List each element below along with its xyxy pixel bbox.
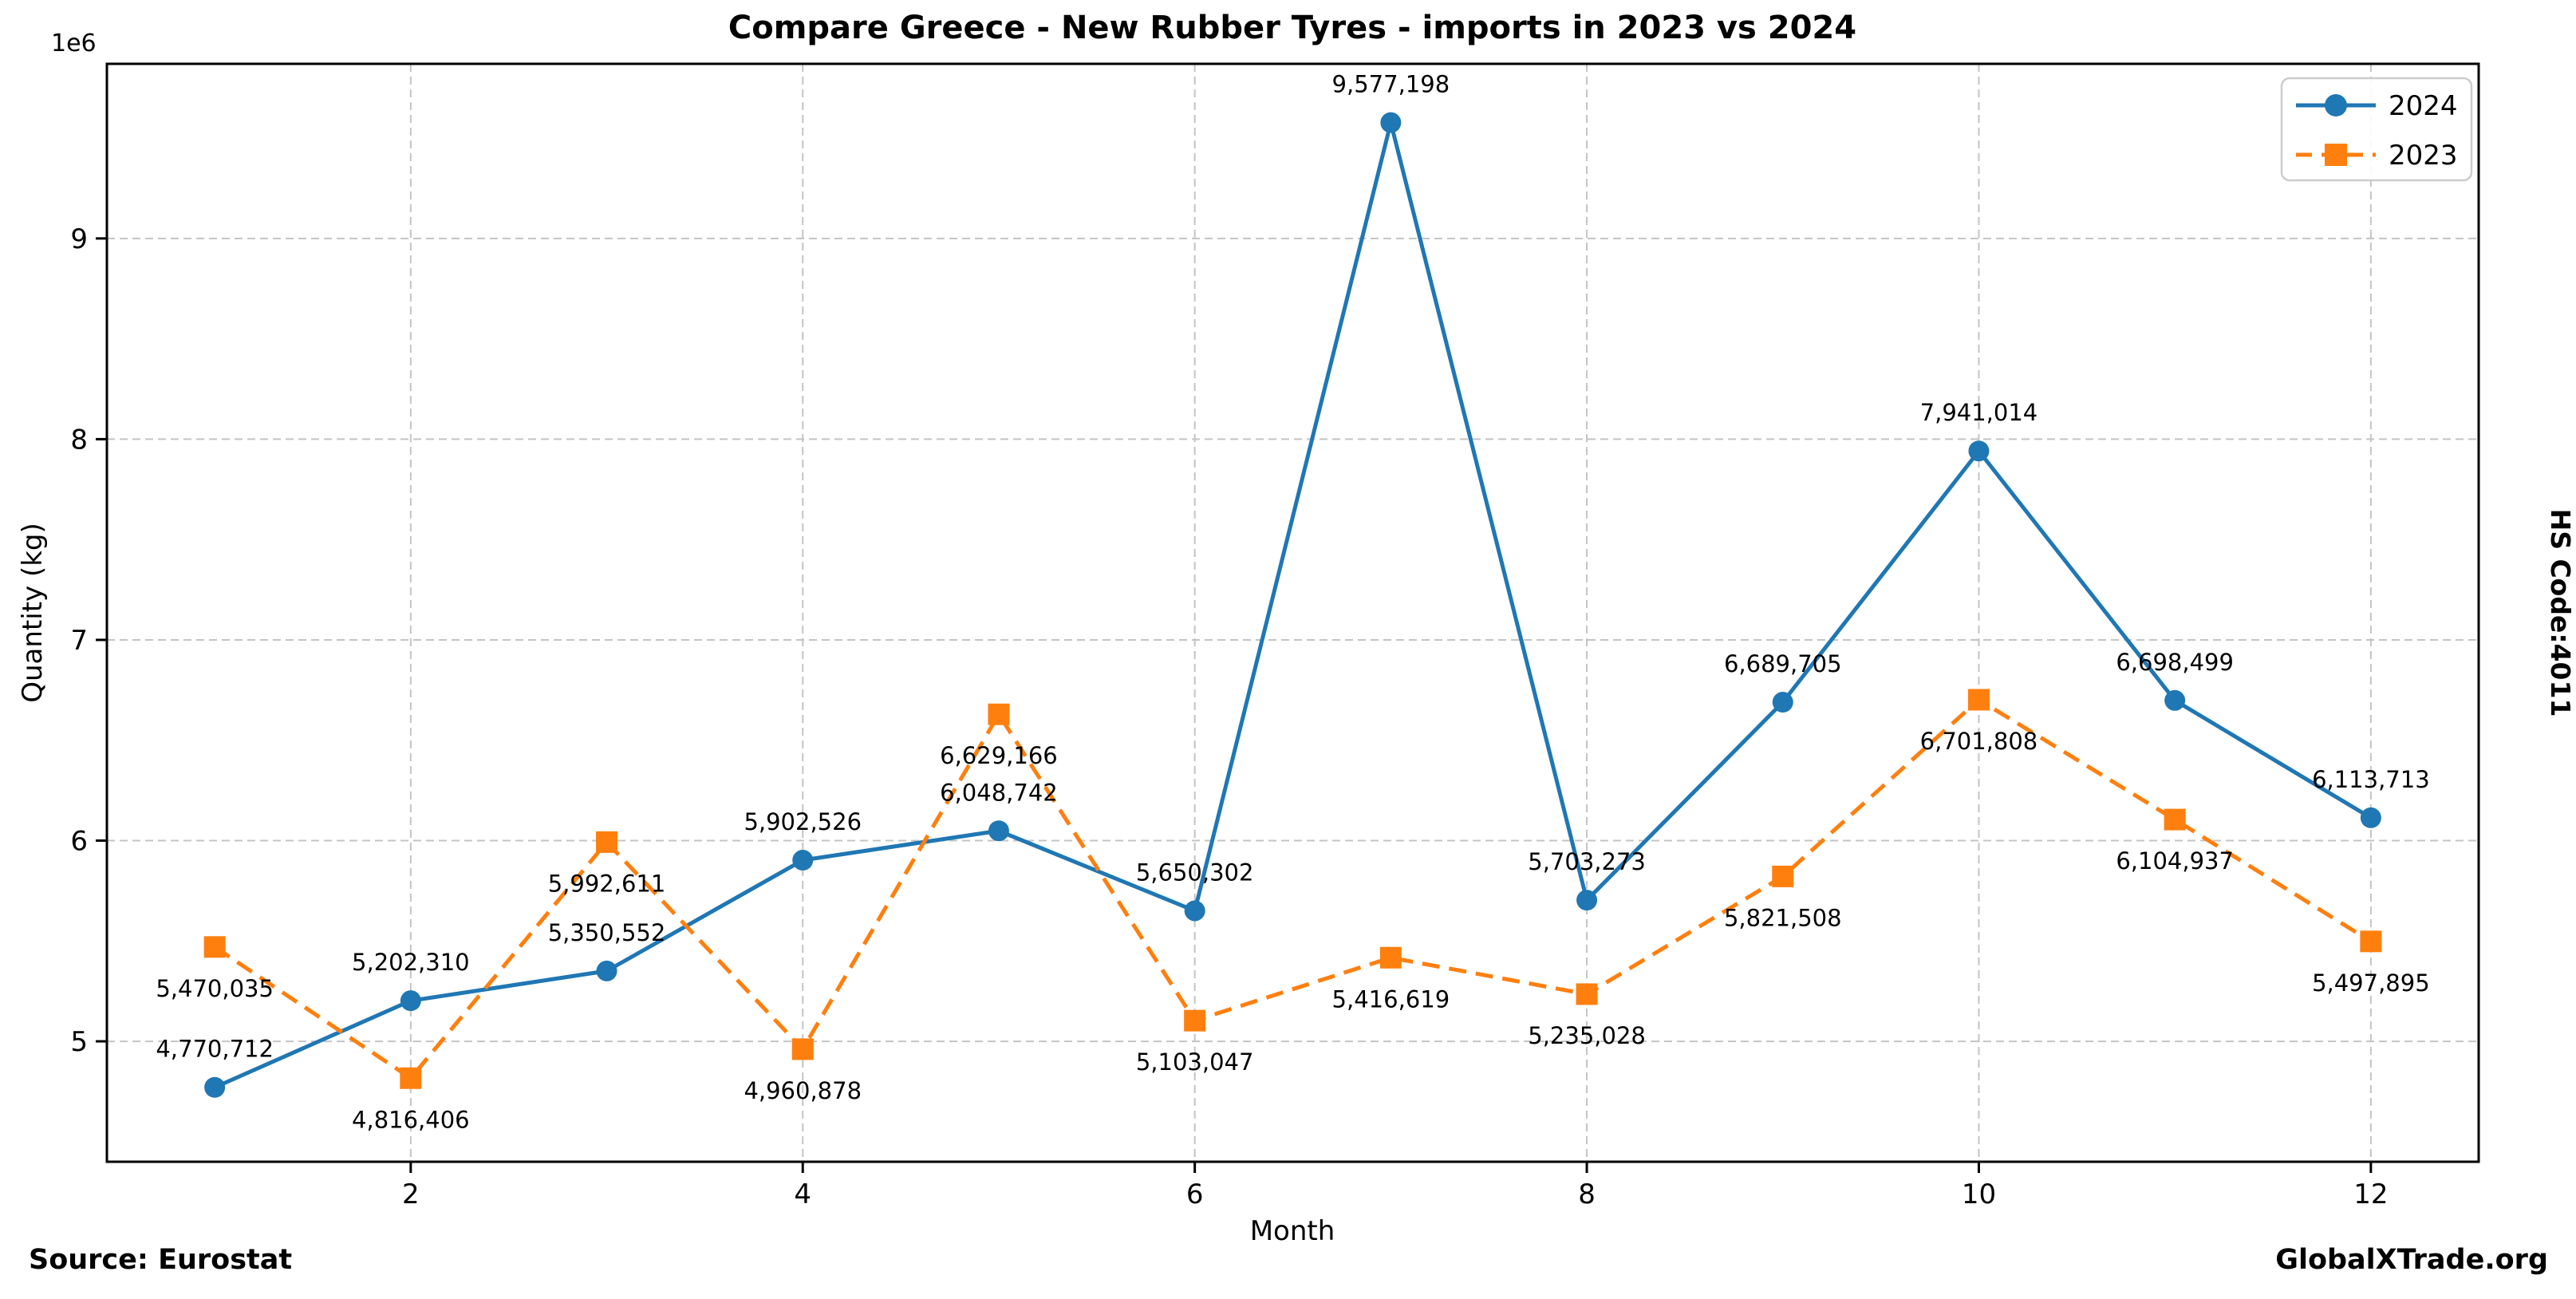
brand-note: GlobalXTrade.org — [2275, 1244, 2548, 1276]
data-label-2024: 6,689,705 — [1724, 650, 1842, 677]
x-tick-label: 4 — [794, 1179, 811, 1210]
tick-layer: 2 4 6 8 10 12 5 6 7 8 9 — [70, 223, 2388, 1210]
y-tick-label: 9 — [70, 223, 88, 255]
data-label-2023: 4,960,878 — [744, 1077, 862, 1104]
marker-2023 — [2360, 930, 2382, 953]
data-label-2024: 5,703,273 — [1528, 848, 1646, 875]
data-label-2023: 6,629,166 — [940, 742, 1058, 769]
x-tick-label: 8 — [1578, 1179, 1596, 1210]
plot-border — [105, 62, 2480, 1163]
series-line-2023 — [213, 697, 2373, 1080]
marker-2024 — [988, 820, 1009, 842]
marker-2024 — [596, 960, 617, 981]
y-axis-offset-label: 1e6 — [51, 30, 97, 57]
marker-2023 — [203, 936, 226, 958]
x-tick-label: 2 — [402, 1179, 420, 1210]
legend-circle-marker-icon — [2325, 94, 2347, 116]
data-label-2023: 5,992,611 — [548, 870, 666, 897]
marker-2023 — [596, 831, 618, 853]
y-tick-label: 6 — [70, 826, 88, 858]
x-tick-label: 6 — [1186, 1179, 1204, 1210]
legend-swatches — [2296, 94, 2376, 166]
data-label-2024: 7,941,014 — [1920, 399, 2038, 426]
marker-2024 — [1184, 900, 1205, 922]
marker-2023 — [1772, 865, 1794, 887]
data-label-2023: 5,470,035 — [156, 975, 274, 1002]
data-label-2023: 5,235,028 — [1528, 1022, 1646, 1049]
marker-2024 — [2360, 807, 2381, 828]
marker-2024 — [1576, 890, 1598, 911]
data-label-2023: 6,701,808 — [1920, 728, 2038, 755]
source-note: Source: Eurostat — [29, 1244, 292, 1276]
data-label-2024: 9,577,198 — [1332, 71, 1450, 98]
data-label-2024: 5,350,552 — [548, 919, 666, 946]
y-axis-label: Quantity (kg) — [17, 523, 49, 703]
marker-2024 — [792, 850, 814, 871]
data-label-2024: 6,698,499 — [2116, 649, 2234, 676]
series-line-2024 — [214, 120, 2373, 1090]
marker-2024 — [400, 990, 421, 1012]
x-tick-label: 12 — [2353, 1179, 2388, 1210]
y-tick-label: 5 — [70, 1026, 88, 1058]
grid-layer — [107, 64, 2479, 1162]
data-label-2023: 5,497,895 — [2312, 969, 2430, 997]
x-axis-label: Month — [1250, 1215, 1335, 1247]
data-label-2023: 5,821,508 — [1724, 904, 1842, 931]
data-label-2024: 4,770,712 — [156, 1036, 274, 1063]
marker-2024 — [1968, 440, 1990, 462]
marker-2023 — [2164, 808, 2186, 831]
x-tick-label: 10 — [1962, 1179, 1996, 1210]
y-tick-label: 7 — [70, 625, 88, 657]
chart-title: Compare Greece - New Rubber Tyres - impo… — [728, 10, 1856, 46]
data-label-2023: 6,104,937 — [2116, 847, 2234, 875]
marker-2023 — [1184, 1009, 1206, 1032]
marker-2023 — [1576, 983, 1598, 1005]
legend-label-2023: 2023 — [2389, 140, 2458, 172]
data-label-layer: 4,770,712 5,202,310 5,350,552 5,902,526 6,04… — [156, 71, 2429, 1134]
data-label-2024: 6,113,713 — [2312, 766, 2430, 793]
data-label-2023: 5,416,619 — [1332, 985, 1450, 1013]
data-label-2024: 5,902,526 — [744, 808, 862, 835]
marker-2023 — [400, 1067, 422, 1089]
data-label-2023: 4,816,406 — [352, 1106, 470, 1133]
marker-2024 — [2164, 689, 2186, 711]
marker-2023 — [988, 703, 1010, 725]
legend: 2024 2023 — [2280, 77, 2473, 182]
data-label-2023: 5,103,047 — [1136, 1048, 1254, 1076]
data-label-2024: 6,048,742 — [940, 779, 1058, 806]
marker-2024 — [1380, 112, 1402, 133]
marker-2024 — [204, 1076, 226, 1098]
hs-code-label: HS Code:4011 — [2545, 509, 2576, 717]
data-label-2024: 5,650,302 — [1136, 859, 1254, 886]
y-tick-label: 8 — [70, 424, 88, 456]
marker-2023 — [1379, 946, 1402, 969]
legend-square-marker-icon — [2325, 144, 2347, 166]
marker-2023 — [1967, 689, 1990, 711]
marker-2023 — [791, 1038, 814, 1060]
series-layer — [203, 112, 2382, 1098]
legend-label-2024: 2024 — [2389, 90, 2458, 122]
marker-2024 — [1772, 692, 1793, 713]
data-label-2024: 5,202,310 — [352, 949, 470, 976]
